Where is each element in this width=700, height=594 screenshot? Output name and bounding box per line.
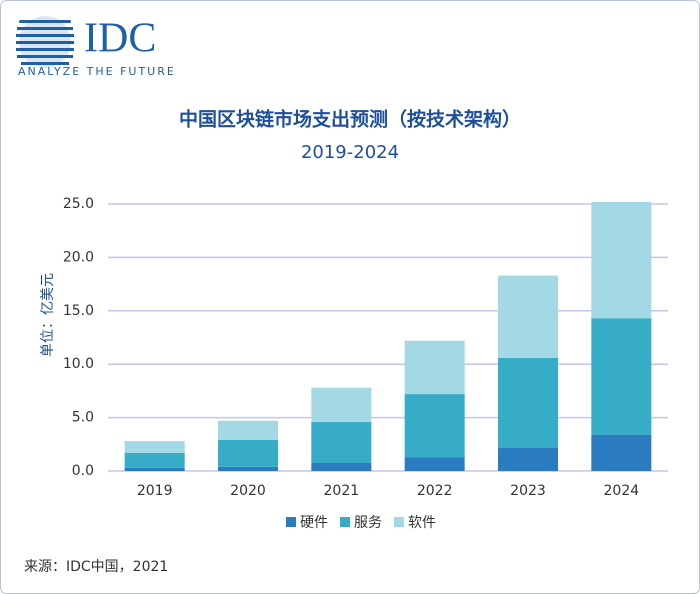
x-tick-label: 2019 (137, 483, 173, 499)
legend-label: 服务 (354, 515, 382, 531)
logo-globe (16, 16, 74, 68)
bar-segment (218, 466, 278, 471)
chart-title: 中国区块链市场支出预测（按技术架构） (179, 108, 521, 131)
x-tick-label: 2023 (510, 483, 546, 499)
legend-swatch (394, 517, 404, 527)
y-tick-label: 20.0 (63, 249, 94, 265)
y-tick-label: 5.0 (72, 410, 94, 426)
source: 来源：IDC中国，2021 (24, 559, 168, 575)
y-tick-label: 10.0 (63, 356, 94, 372)
bar-segment (498, 448, 558, 471)
legend-swatch (340, 517, 350, 527)
bar-segment (311, 387, 372, 422)
bar-segment (498, 357, 558, 449)
logo-tagline: ANALYZE THE FUTURE (18, 65, 176, 78)
bar-segment (124, 452, 185, 468)
bar-segment (404, 394, 465, 458)
x-tick-label: 2020 (230, 483, 266, 499)
y-axis-label: 单位：亿美元 (40, 273, 56, 357)
bar-segment (218, 420, 278, 441)
bar-segment (124, 467, 185, 471)
x-tick-label: 2022 (417, 483, 453, 499)
x-tick-label: 2021 (324, 483, 360, 499)
bar-segment (124, 441, 185, 453)
x-tick-label: 2024 (604, 483, 640, 499)
legend-swatch (286, 517, 296, 527)
chart-subtitle: 2019-2024 (301, 142, 399, 163)
bar-segment (591, 318, 652, 435)
y-tick-label: 0.0 (72, 463, 94, 479)
y-tick-label: 15.0 (63, 303, 94, 319)
bar-segment (591, 434, 652, 471)
bar-segment (311, 421, 372, 463)
bar-segment (311, 462, 372, 471)
y-tick-label: 25.0 (63, 196, 94, 212)
legend-label: 硬件 (300, 515, 328, 531)
bar-segment (404, 457, 465, 471)
legend-label: 软件 (408, 515, 436, 531)
bar-segment (404, 340, 465, 395)
logo-name: IDC (84, 16, 156, 62)
bar-segment (218, 440, 278, 467)
bar-segment (591, 201, 652, 319)
bar-segment (498, 275, 558, 358)
